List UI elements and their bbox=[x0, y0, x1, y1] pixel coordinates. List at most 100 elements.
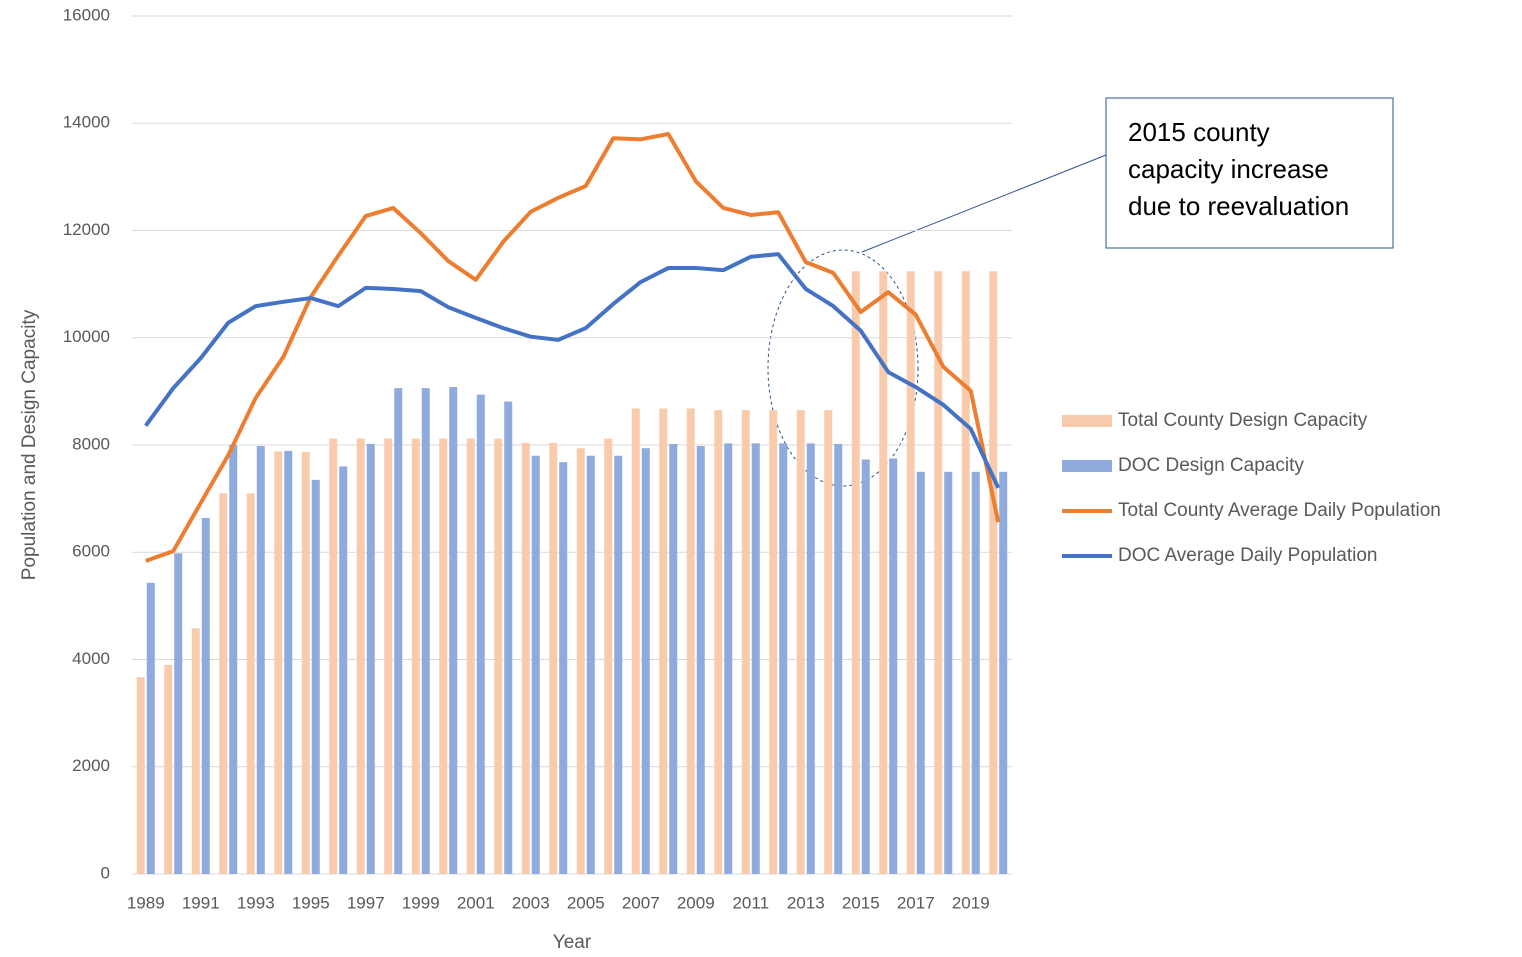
bar bbox=[449, 387, 458, 874]
bar bbox=[631, 408, 640, 874]
bar bbox=[439, 438, 448, 874]
y-tick-label: 12000 bbox=[63, 220, 110, 239]
bar bbox=[421, 388, 430, 874]
bar bbox=[834, 443, 843, 874]
bar bbox=[504, 401, 513, 874]
annotation-leader bbox=[861, 154, 1107, 253]
bar bbox=[531, 455, 540, 874]
bar bbox=[201, 517, 210, 874]
bar bbox=[806, 443, 815, 874]
y-tick-label: 14000 bbox=[63, 113, 110, 132]
y-tick-label: 16000 bbox=[63, 5, 110, 24]
bar bbox=[356, 438, 365, 874]
x-tick-label: 1989 bbox=[127, 893, 165, 912]
bar bbox=[669, 443, 678, 874]
x-tick-label: 2011 bbox=[732, 893, 769, 912]
bar bbox=[466, 438, 475, 874]
bar bbox=[641, 448, 650, 874]
bar bbox=[136, 677, 145, 874]
bar bbox=[769, 410, 778, 874]
legend-swatch bbox=[1062, 415, 1112, 427]
x-tick-label: 1995 bbox=[292, 893, 330, 912]
bar bbox=[796, 410, 805, 874]
bar bbox=[714, 410, 723, 874]
y-tick-label: 2000 bbox=[72, 756, 110, 775]
bar bbox=[229, 445, 238, 874]
bar bbox=[906, 271, 915, 874]
annotation-box bbox=[1105, 97, 1394, 249]
x-tick-label: 2015 bbox=[842, 893, 880, 912]
y-axis-label: Population and Design Capacity bbox=[19, 309, 40, 580]
bar bbox=[879, 271, 888, 874]
bar bbox=[989, 271, 998, 874]
x-tick-label: 2003 bbox=[512, 893, 550, 912]
bar bbox=[741, 410, 750, 874]
x-tick-label: 2017 bbox=[897, 893, 935, 912]
bar bbox=[366, 443, 375, 874]
bar bbox=[944, 471, 953, 874]
bar bbox=[284, 450, 293, 874]
annotation-text: capacity increase bbox=[1128, 154, 1329, 184]
bar bbox=[256, 446, 265, 874]
bar bbox=[916, 471, 925, 874]
legend-swatch bbox=[1062, 460, 1112, 472]
bar bbox=[174, 553, 183, 874]
bar bbox=[191, 628, 200, 874]
x-tick-label: 2019 bbox=[952, 893, 990, 912]
bar bbox=[329, 438, 338, 874]
bar bbox=[411, 438, 420, 874]
bar bbox=[394, 388, 403, 874]
x-tick-label: 2007 bbox=[622, 893, 660, 912]
annotation-text: due to reevaluation bbox=[1128, 191, 1349, 221]
bar bbox=[494, 438, 503, 874]
bar bbox=[549, 442, 558, 874]
x-tick-label: 2013 bbox=[787, 893, 825, 912]
y-tick-label: 8000 bbox=[72, 434, 110, 453]
bar bbox=[521, 442, 530, 874]
bar bbox=[246, 493, 255, 874]
bar bbox=[934, 271, 943, 874]
legend-label: DOC Average Daily Population bbox=[1118, 545, 1377, 566]
bar bbox=[824, 410, 833, 874]
bar bbox=[851, 271, 860, 874]
bar bbox=[576, 448, 585, 874]
y-tick-label: 6000 bbox=[72, 542, 110, 561]
legend-label: Total County Average Daily Population bbox=[1118, 500, 1441, 521]
y-tick-label: 0 bbox=[101, 863, 110, 882]
bar bbox=[311, 479, 320, 874]
bar bbox=[999, 471, 1008, 874]
bar bbox=[696, 446, 705, 874]
bar bbox=[586, 455, 595, 874]
x-tick-label: 2005 bbox=[567, 893, 605, 912]
bar bbox=[146, 582, 155, 874]
bar bbox=[559, 462, 568, 874]
x-axis-label: Year bbox=[553, 932, 592, 953]
annotation-text: 2015 county bbox=[1128, 117, 1270, 147]
legend-label: DOC Design Capacity bbox=[1118, 455, 1304, 476]
bar bbox=[971, 471, 980, 874]
x-tick-label: 2009 bbox=[677, 893, 715, 912]
bar bbox=[724, 443, 733, 874]
bar bbox=[961, 271, 970, 874]
x-tick-label: 1991 bbox=[182, 893, 220, 912]
bar bbox=[686, 408, 695, 874]
x-tick-label: 2001 bbox=[457, 893, 495, 912]
bar bbox=[301, 451, 310, 874]
bar bbox=[779, 443, 788, 874]
annotation-ellipse bbox=[767, 249, 919, 487]
bar bbox=[274, 451, 283, 874]
line bbox=[144, 252, 1001, 489]
bar bbox=[164, 664, 173, 874]
bar bbox=[889, 458, 898, 874]
bar bbox=[219, 493, 228, 874]
legend-label: Total County Design Capacity bbox=[1118, 410, 1368, 431]
y-tick-label: 4000 bbox=[72, 649, 110, 668]
bar bbox=[476, 394, 485, 874]
bar bbox=[659, 408, 668, 874]
bar bbox=[751, 443, 760, 874]
bar bbox=[861, 459, 870, 874]
y-tick-label: 10000 bbox=[63, 327, 110, 346]
bar bbox=[614, 455, 623, 874]
line bbox=[145, 131, 1001, 563]
